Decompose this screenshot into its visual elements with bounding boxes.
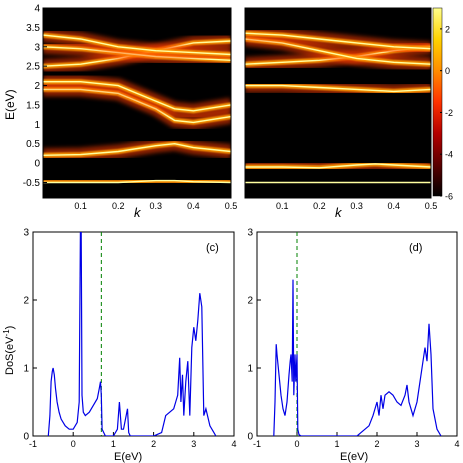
y-tick-label: 1 [34,120,40,131]
x-tick-label: 2 [374,439,379,449]
band-line [43,142,231,156]
y-tick-label: 2 [247,296,253,307]
y-tick-label: 0 [247,432,253,443]
x-tick-label: 0 [71,439,76,449]
y-axis-label-c-main: DoS(eV [4,336,16,375]
heatmap-a-axes: 0.1 0.2 0.3 0.4 0.5 -0.5 0 0.5 1 1.5 2 2.5 3 3.5 4 [23,4,237,212]
panel-b: 0.1 0.2 0.3 0.4 0.5 (b) k [244,7,437,220]
colorbar-tick-label: -6 [445,192,453,202]
colorbar-ticks: 2 0 -2 -4 -6 [440,24,453,202]
x-tick-label: 0.3 [350,201,363,211]
dos-c-curve [47,232,217,436]
y-tick-label: 2 [34,81,40,92]
band-line [43,81,231,112]
band-line [245,84,431,93]
heatmap-b-frame [244,7,432,199]
heatmap-b-bands [245,26,431,190]
x-tick-label: 2 [151,439,156,449]
x-tick-label: 0.5 [425,201,438,211]
x-axis-label-c: E(eV) [114,451,142,463]
x-tick-label: 4 [454,439,459,449]
heatmap-b-axes: 0.1 0.2 0.3 0.4 0.5 [276,194,437,211]
y-tick-label: 2 [23,296,29,307]
x-tick-label: 0.1 [74,201,87,211]
y-tick-label: 3.5 [26,23,40,34]
y-axis-label-c-close: ) [4,326,16,330]
x-axis-label-b: k [335,205,343,220]
band-line [43,34,231,56]
panel-label-a: (a) [205,18,218,30]
colorbar: 2 0 -2 -4 -6 [432,7,453,202]
band-line [245,32,431,50]
x-tick-label: 0.3 [150,201,163,211]
y-tick-label: 4 [34,4,40,15]
dos-c-frame [32,231,235,437]
y-tick-label: 0.5 [26,139,40,150]
y-tick-label: 0 [23,432,29,443]
y-tick-label: 3 [23,228,29,239]
dos-d-frame [256,231,458,437]
x-tick-label: -1 [253,439,261,449]
colorbar-tick-label: 0 [445,66,450,76]
dos-d-curve [273,279,442,436]
y-tick-label: 1 [247,364,253,375]
y-tick-label: -0.5 [23,178,41,189]
x-tick-label: 0.5 [225,201,238,211]
band-line [43,179,231,184]
y-axis-label-c: DoS(eV-1) [2,326,16,375]
x-tick-label: 0.2 [112,201,125,211]
y-tick-label: 1.5 [26,100,40,111]
colorbar-tick-label: -2 [445,108,453,118]
colorbar-tick-label: -4 [445,150,453,160]
colorbar-tick-label: 2 [445,24,450,34]
y-axis-label-a: E(eV) [3,89,17,120]
colorbar-scale [432,7,443,197]
y-tick-label: 1 [23,364,29,375]
panel-a: 0.1 0.2 0.3 0.4 0.5 -0.5 0 0.5 1 1.5 2 2.5 3 3.5 4 (a)… [3,4,237,221]
x-axis-label-d: E(eV) [340,451,368,463]
y-tick-label: 3 [247,228,253,239]
band-line [245,38,431,65]
y-tick-label: 2.5 [26,62,40,73]
y-tick-label: 0 [34,159,40,170]
x-tick-label: -1 [29,439,37,449]
band-line [245,163,431,169]
band-line [43,88,231,124]
x-tick-label: 0.4 [187,201,200,211]
x-tick-label: 0.1 [276,201,289,211]
panel-label-c: (c) [206,242,219,254]
x-tick-label: 1 [334,439,339,449]
x-tick-label: 1 [111,439,116,449]
panel-label-d: (d) [409,242,422,254]
x-tick-label: 0.2 [313,201,326,211]
y-axis-label-c-sup: -1 [2,329,11,337]
x-axis-label-a: k [134,205,142,220]
x-tick-label: 4 [231,439,236,449]
y-tick-label: 3 [34,42,40,53]
x-tick-label: 0 [294,439,299,449]
x-tick-label: 3 [191,439,196,449]
x-tick-label: 3 [414,439,419,449]
x-tick-label: 0.4 [388,201,401,211]
heatmap-a-frame [42,7,232,199]
panel-label-b: (b) [405,18,418,30]
heatmap-a-bands [43,28,231,190]
